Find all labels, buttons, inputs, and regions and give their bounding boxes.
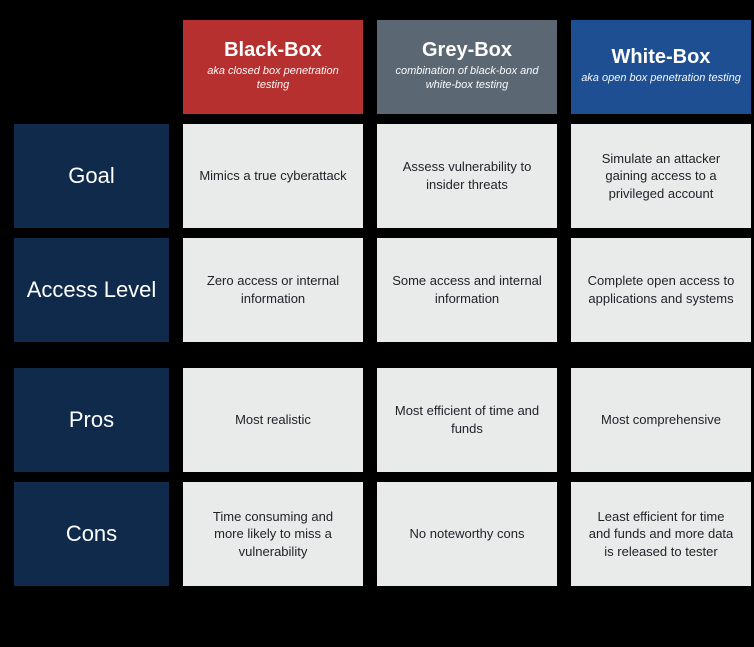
row-header-3: Cons [14,482,169,586]
column-header-0: Black-Box aka closed box penetration test… [183,20,363,114]
table-corner [14,20,169,114]
cell-r3-c1: No noteworthy cons [377,482,557,586]
column-title: Grey-Box [422,39,512,61]
cell-r1-c0: Zero access or internal information [183,238,363,342]
cell-r3-c0: Time consuming and more likely to miss a… [183,482,363,586]
cell-r1-c1: Some access and internal information [377,238,557,342]
row-header-2: Pros [14,368,169,472]
column-title: White-Box [612,46,711,68]
column-header-2: White-Box aka open box penetration testin… [571,20,751,114]
column-subtitle: aka closed box penetration testing [193,65,353,93]
comparison-table: Black-Box aka closed box penetration test… [14,20,740,586]
cell-r0-c2: Simulate an attacker gaining access to a… [571,124,751,228]
cell-r2-c0: Most realistic [183,368,363,472]
cell-r0-c1: Assess vulnerability to insider threats [377,124,557,228]
column-subtitle: combination of black-box and white-box t… [387,65,547,93]
column-header-1: Grey-Box combination of black-box and whi… [377,20,557,114]
row-header-1: Access Level [14,238,169,342]
cell-r1-c2: Complete open access to applications and… [571,238,751,342]
column-title: Black-Box [224,39,322,61]
column-subtitle: aka open box penetration testing [581,72,741,86]
row-header-0: Goal [14,124,169,228]
cell-r2-c2: Most comprehensive [571,368,751,472]
group-spacer [14,352,751,358]
cell-r2-c1: Most efficient of time and funds [377,368,557,472]
cell-r3-c2: Least efficient for time and funds and m… [571,482,751,586]
cell-r0-c0: Mimics a true cyberattack [183,124,363,228]
